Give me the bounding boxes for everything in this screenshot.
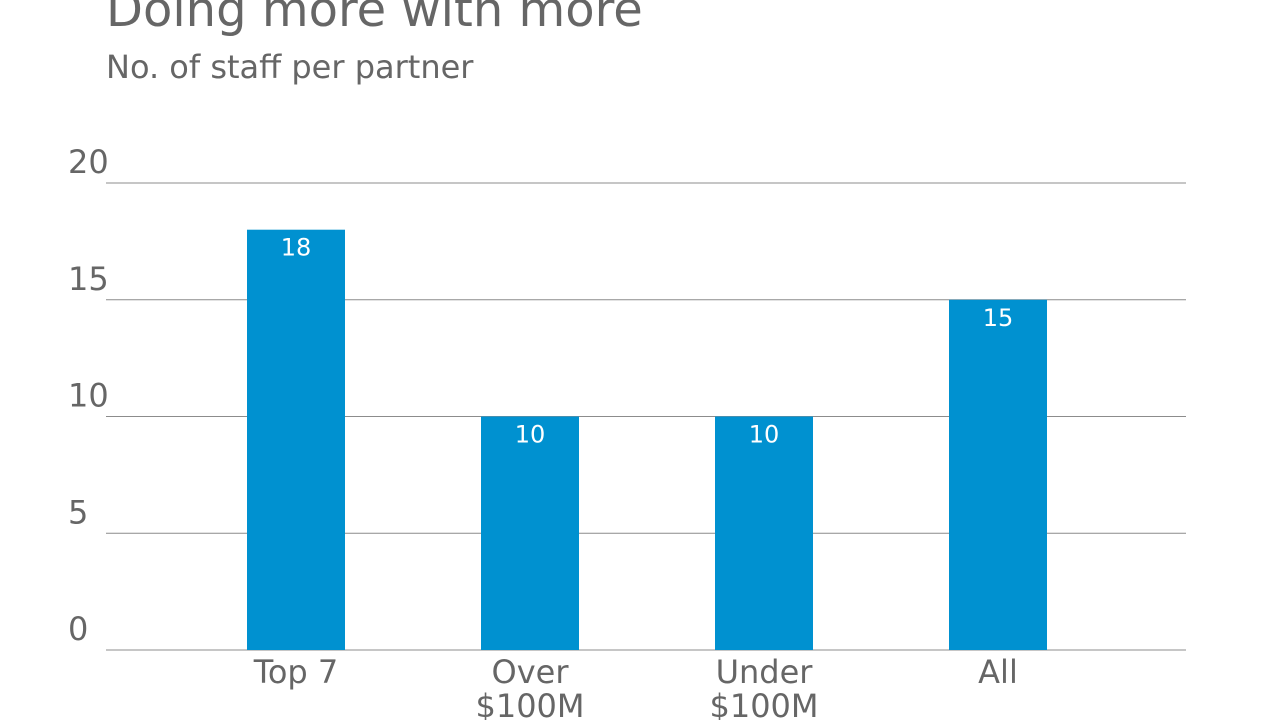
x-tick-label: Under $100M bbox=[709, 653, 818, 720]
y-tick-label: 5 bbox=[68, 493, 88, 531]
x-tick-label: Top 7 bbox=[253, 653, 339, 691]
data-label: 15 bbox=[983, 304, 1014, 332]
y-tick-label: 15 bbox=[68, 260, 109, 298]
data-label: 10 bbox=[515, 421, 546, 449]
data-label: 10 bbox=[749, 421, 780, 449]
x-tick-label: Over $100M bbox=[475, 653, 584, 720]
x-tick-label: All bbox=[978, 653, 1018, 691]
y-tick-label: 10 bbox=[68, 377, 109, 415]
y-tick-label: 20 bbox=[68, 143, 109, 181]
chart-subtitle: No. of staff per partner bbox=[106, 48, 474, 86]
bar bbox=[481, 416, 579, 650]
bar bbox=[949, 299, 1047, 650]
data-label: 18 bbox=[281, 234, 312, 262]
chart-title: Doing more with more bbox=[106, 0, 643, 38]
bar bbox=[247, 229, 345, 650]
y-tick-label: 0 bbox=[68, 610, 88, 648]
bar bbox=[715, 416, 813, 650]
